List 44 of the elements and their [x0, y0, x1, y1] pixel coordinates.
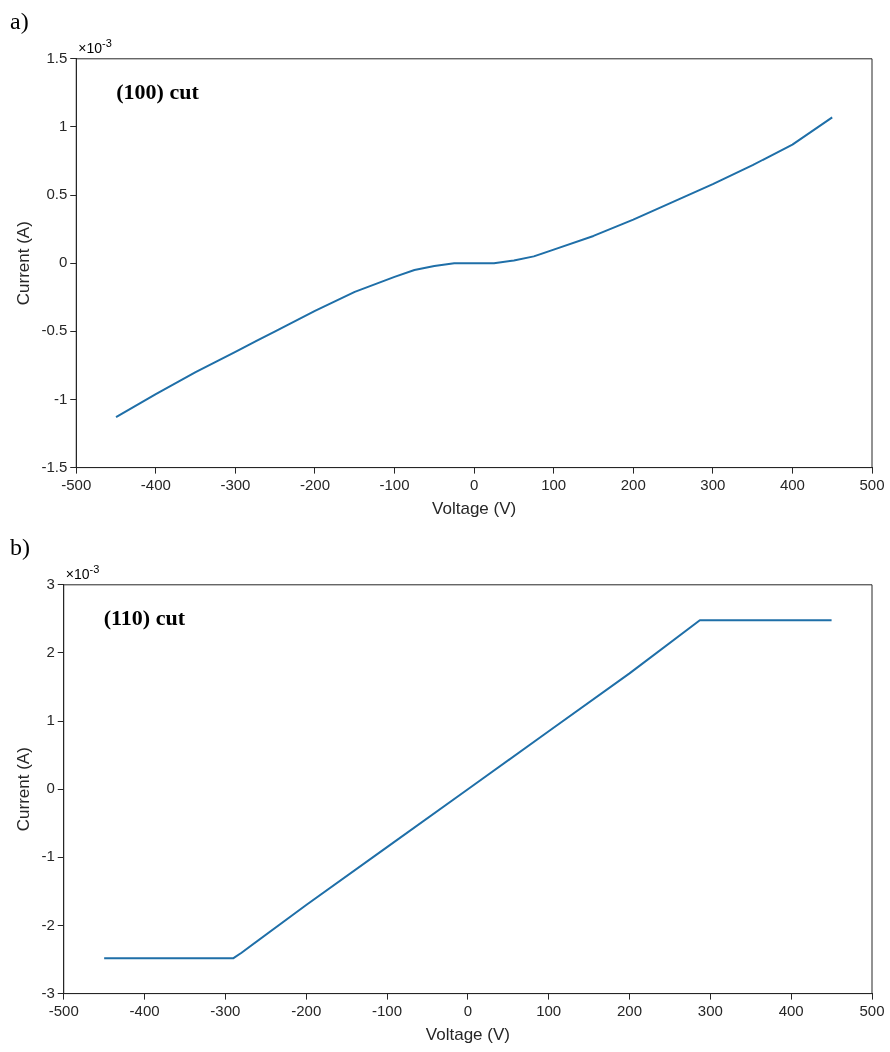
y-tick-label: -2	[41, 915, 55, 933]
annotation: (110) cut	[103, 604, 186, 630]
x-tick-label: 100	[536, 1001, 562, 1019]
y-tick-label: 1.5	[46, 48, 68, 66]
x-tick-label: -300	[220, 475, 251, 493]
y-axis-title: Current (A)	[13, 221, 33, 306]
y-tick-label: 0	[58, 253, 68, 271]
y-tick-label: -1	[41, 847, 55, 865]
x-tick-label: 100	[541, 475, 567, 493]
x-tick-label: 300	[697, 1001, 723, 1019]
y-tick-label: -0.5	[41, 321, 68, 339]
x-axis-title: Voltage (V)	[425, 1025, 510, 1045]
chart-title: b)	[10, 533, 30, 560]
x-tick-label: -200	[291, 1001, 322, 1019]
y-tick-label: 2	[46, 643, 55, 661]
x-tick-label: 300	[700, 475, 726, 493]
x-tick-label: -400	[129, 1001, 160, 1019]
y-tick-label: 0.5	[46, 185, 68, 203]
y-tick-label: -1.5	[41, 457, 68, 475]
x-tick-label: 400	[779, 475, 805, 493]
x-tick-label: 200	[620, 475, 646, 493]
x-tick-label: 500	[859, 475, 885, 493]
x-tick-label: 500	[859, 1001, 885, 1019]
x-axis-title: Voltage (V)	[432, 499, 517, 519]
x-tick-label: -500	[48, 1001, 79, 1019]
x-tick-label: -400	[140, 475, 171, 493]
x-tick-label: -300	[210, 1001, 241, 1019]
y-tick-label: 3	[46, 574, 55, 592]
x-tick-label: 200	[617, 1001, 643, 1019]
x-tick-label: 400	[778, 1001, 804, 1019]
x-tick-label: 0	[469, 475, 479, 493]
y-tick-label: 1	[46, 711, 55, 729]
annotation: (100) cut	[116, 78, 200, 104]
x-tick-label: -200	[299, 475, 330, 493]
x-tick-label: 0	[463, 1001, 473, 1019]
chart-title: a)	[10, 7, 29, 34]
y-axis-title: Current (A)	[13, 747, 33, 832]
x-tick-label: -500	[61, 475, 92, 493]
x-tick-label: -100	[372, 1001, 403, 1019]
x-tick-label: -100	[379, 475, 410, 493]
y-tick-label: -3	[41, 983, 55, 1001]
y-tick-label: 1	[58, 117, 68, 135]
y-tick-label: -1	[53, 389, 68, 407]
y-tick-label: 0	[46, 779, 55, 797]
